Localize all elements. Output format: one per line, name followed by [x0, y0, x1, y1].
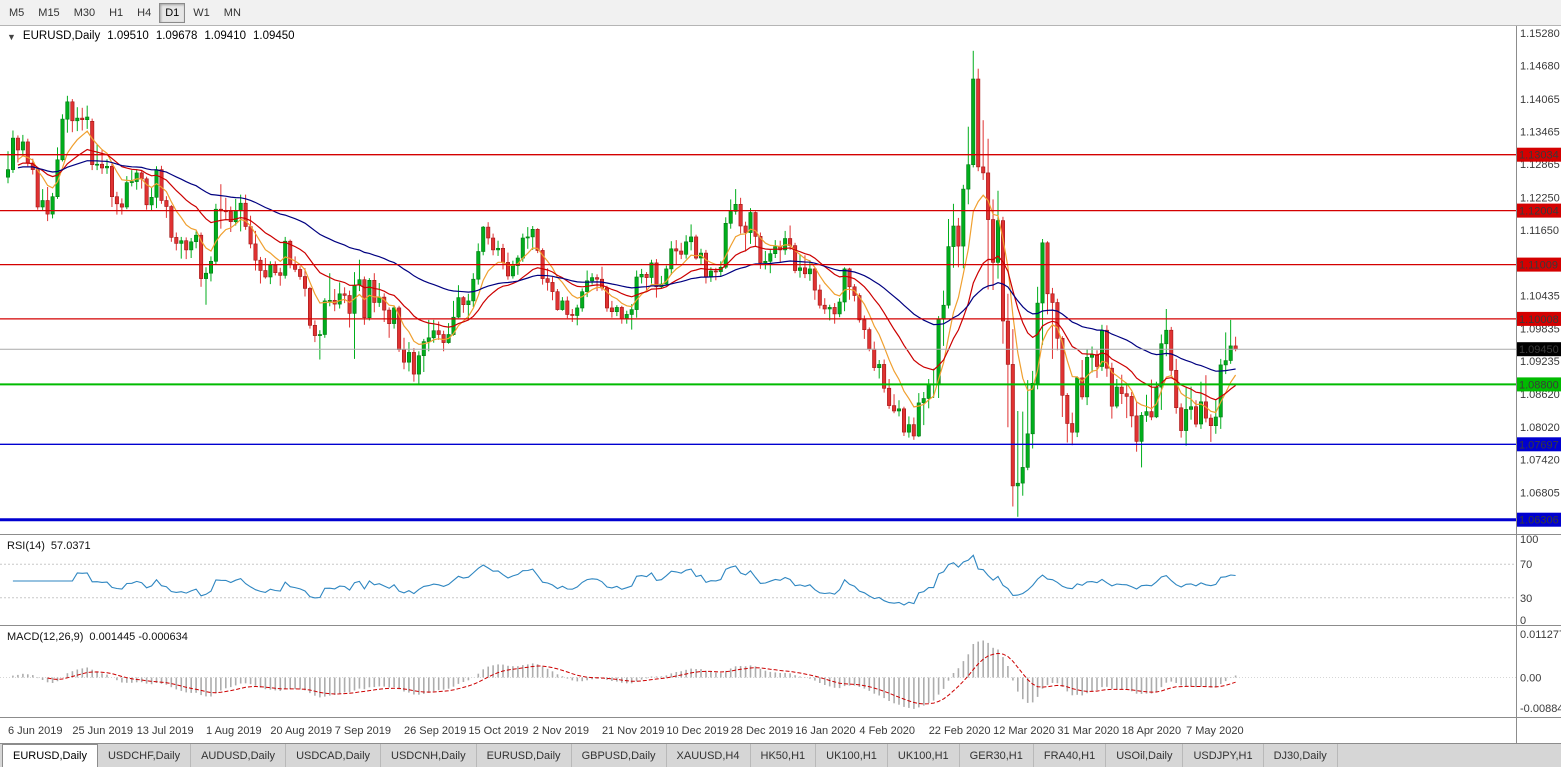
ma-mid-line [17, 148, 1236, 401]
macd-histogram [12, 640, 1237, 709]
price-axis-badge: 1.09450 [1517, 342, 1561, 357]
candles [6, 50, 1238, 517]
price-axis-label: 1.09235 [1520, 356, 1560, 368]
chart-window: 1.15280 1.14680 1.14065 1.13465 1.12865 1.122… [0, 26, 1561, 743]
price-axis-badge: 1.11009 [1517, 257, 1561, 272]
price-axis-label: 1.08020 [1520, 422, 1560, 434]
time-axis-label: 4 Feb 2020 [859, 725, 915, 737]
rsi-axis-label: 0 [1520, 615, 1526, 627]
price-axis-badge: 1.07697 [1517, 437, 1561, 452]
chart-tab-gbpusd-daily[interactable]: GBPUSD,Daily [572, 744, 667, 767]
time-axis-label: 1 Aug 2019 [206, 725, 262, 737]
chart-tab-usdchf-daily[interactable]: USDCHF,Daily [98, 744, 192, 767]
rsi-axis-label: 70 [1520, 559, 1532, 571]
time-axis-label: 12 Mar 2020 [993, 725, 1055, 737]
svg-text:1.12004: 1.12004 [1519, 206, 1559, 218]
price-axis-label: 1.08620 [1520, 389, 1560, 401]
macd-signal-line [47, 652, 1236, 705]
timeframe-button-m5[interactable]: M5 [9, 6, 25, 19]
price-axis-label: 1.14065 [1520, 94, 1560, 106]
macd-axis-label: 0.011277 [1520, 629, 1561, 641]
chart-tab-eurusd-daily[interactable]: EURUSD,Daily [477, 744, 572, 767]
time-axis-label: 10 Dec 2019 [666, 725, 728, 737]
macd-axis-label: 0.00 [1520, 673, 1541, 685]
timeframe-button-m30[interactable]: M30 [73, 6, 96, 19]
ma-slow-line [17, 160, 1236, 372]
timeframe-button-h1[interactable]: H1 [109, 6, 124, 19]
rsi-axis-label: 100 [1520, 534, 1538, 546]
price-axis-badge: 1.06306 [1517, 512, 1561, 527]
price-axis-badge: 1.13034 [1517, 147, 1561, 162]
price-axis-label: 1.09835 [1520, 323, 1560, 335]
svg-text:1.09450: 1.09450 [1519, 344, 1559, 356]
price-axis-badge: 1.12004 [1517, 203, 1561, 218]
svg-text:1.08800: 1.08800 [1519, 379, 1559, 391]
time-axis-label: 7 Sep 2019 [335, 725, 391, 737]
price-axis-label: 1.07420 [1520, 454, 1560, 466]
price-axis-label: 1.10435 [1520, 291, 1560, 303]
price-axis-label: 1.13465 [1520, 126, 1560, 138]
time-axis-label: 13 Jul 2019 [137, 725, 194, 737]
chart-tab-uk100-h1[interactable]: UK100,H1 [888, 744, 960, 767]
time-axis-label: 25 Jun 2019 [72, 725, 133, 737]
time-axis-label: 7 May 2020 [1186, 725, 1243, 737]
svg-text:1.11009: 1.11009 [1519, 260, 1558, 272]
chart-tab-fra40-h1[interactable]: FRA40,H1 [1034, 744, 1107, 767]
chart-tab-ger30-h1[interactable]: GER30,H1 [960, 744, 1034, 767]
timeframe-button-w1[interactable]: W1 [193, 6, 210, 19]
time-axis-label: 31 Mar 2020 [1057, 725, 1119, 737]
chart-tab-usdcad-daily[interactable]: USDCAD,Daily [286, 744, 382, 767]
chart-tab-usoil-daily[interactable]: USOil,Daily [1106, 744, 1184, 767]
price-axis-badge: 1.10008 [1517, 311, 1561, 326]
chart-tab-hk50-h1[interactable]: HK50,H1 [751, 744, 817, 767]
chart-tab-xauusd-h4[interactable]: XAUUSD,H4 [667, 744, 751, 767]
svg-text:1.06306: 1.06306 [1519, 515, 1559, 527]
svg-text:1.10008: 1.10008 [1519, 314, 1559, 326]
time-axis-label: 22 Feb 2020 [929, 725, 991, 737]
time-axis-label: 2 Nov 2019 [533, 725, 589, 737]
time-axis-label: 20 Aug 2019 [270, 725, 332, 737]
price-axis-label: 1.11650 [1520, 225, 1559, 237]
price-axis-label: 1.12865 [1520, 159, 1560, 171]
price-axis-label: 1.15280 [1520, 28, 1560, 40]
chart-tabs-bar: EURUSD,Daily USDCHF,Daily AUDUSD,Daily USDC… [0, 743, 1561, 767]
time-axis-label: 26 Sep 2019 [404, 725, 466, 737]
price-axis-label: 1.06805 [1520, 488, 1560, 500]
timeframe-button-m15[interactable]: M15 [38, 6, 60, 19]
time-axis-label: 16 Jan 2020 [795, 725, 856, 737]
macd-axis-label: -0.0088450 [1520, 703, 1561, 715]
time-axis-label: 21 Nov 2019 [602, 725, 664, 737]
time-axis-label: 28 Dec 2019 [731, 725, 793, 737]
chart-tab-dj30-daily[interactable]: DJ30,Daily [1264, 744, 1338, 767]
chart-tab-usdjpy-h1[interactable]: USDJPY,H1 [1183, 744, 1264, 767]
svg-text:1.13034: 1.13034 [1519, 150, 1559, 162]
time-axis-label: 18 Apr 2020 [1122, 725, 1181, 737]
svg-text:1.07697: 1.07697 [1519, 439, 1559, 451]
rsi-axis-label: 30 [1520, 593, 1532, 605]
price-axis-badge: 1.08800 [1517, 377, 1561, 392]
timeframe-button-d1[interactable]: D1 [159, 2, 186, 23]
time-axis-label: 15 Oct 2019 [468, 725, 528, 737]
chart-canvas[interactable]: 1.15280 1.14680 1.14065 1.13465 1.12865 1.122… [0, 26, 1561, 743]
timeframe-button-h4[interactable]: H4 [137, 6, 152, 19]
timeframe-button-mn[interactable]: MN [223, 6, 241, 19]
timeframe-toolbar: M5 M15 M30 H1 H4 D1 W1 MN [0, 0, 1561, 26]
chart-tab-uk100-h1[interactable]: UK100,H1 [816, 744, 888, 767]
price-axis-label: 1.14680 [1520, 60, 1560, 72]
ma-fast-line [17, 130, 1237, 414]
chart-tab-usdcnh-daily[interactable]: USDCNH,Daily [381, 744, 477, 767]
chart-tab-eurusd-daily[interactable]: EURUSD,Daily [2, 744, 98, 767]
rsi-line [12, 554, 1236, 606]
time-axis-label: 6 Jun 2019 [8, 725, 62, 737]
chart-tab-audusd-daily[interactable]: AUDUSD,Daily [191, 744, 287, 767]
price-axis-label: 1.12250 [1520, 192, 1560, 204]
